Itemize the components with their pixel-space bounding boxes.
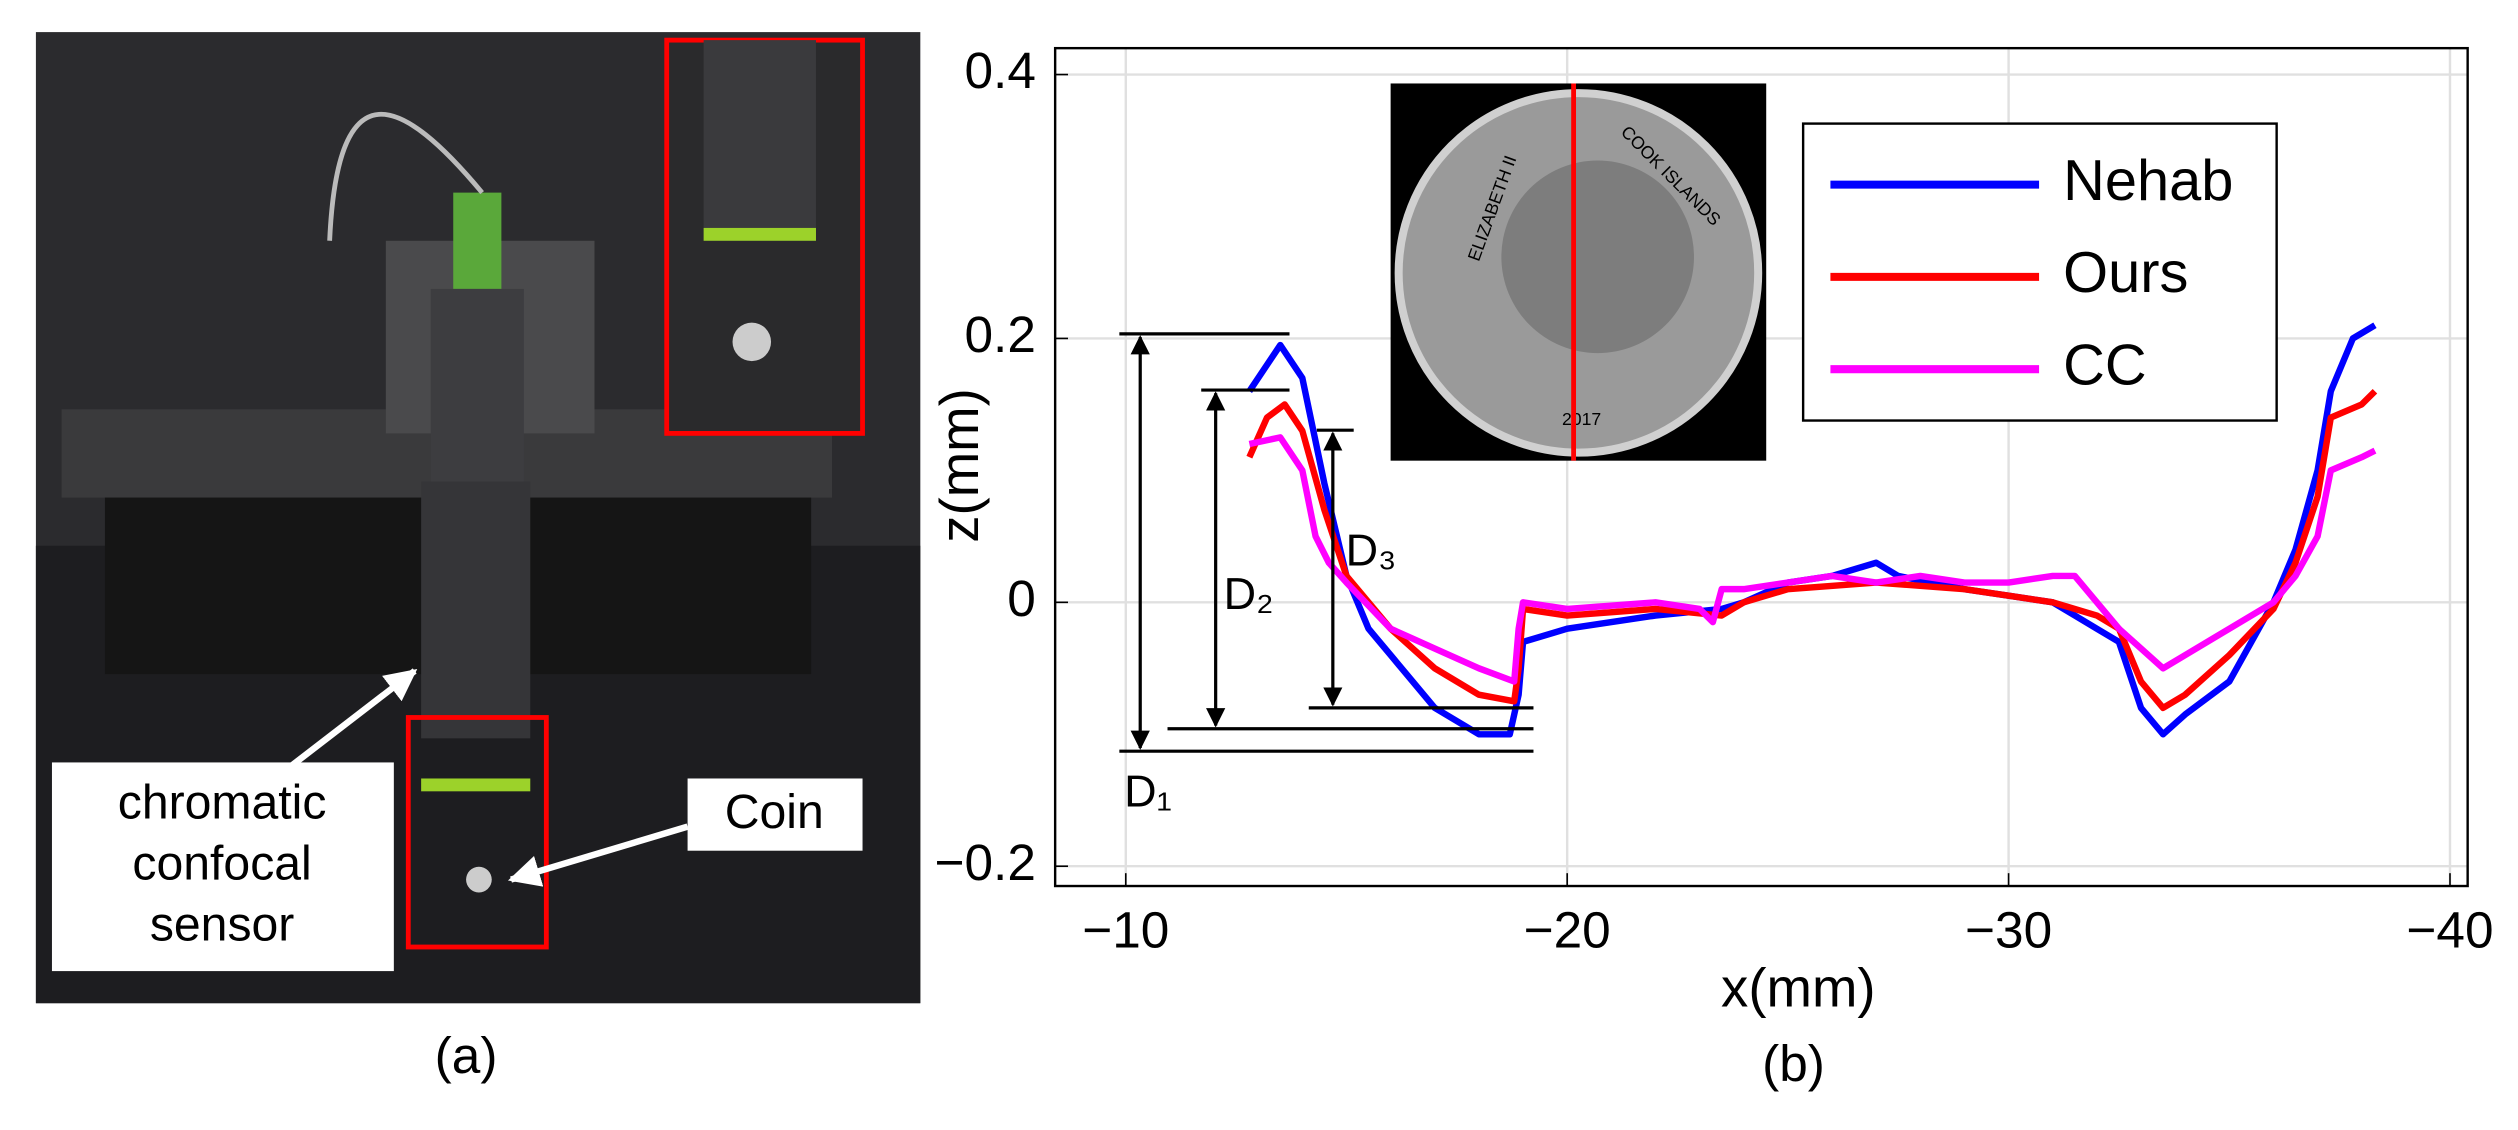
legend-label: CC: [2063, 333, 2146, 397]
y-tick-label: −0.2: [934, 834, 1035, 891]
x-axis-label: x(mm): [1721, 957, 1876, 1018]
caption: (b): [1762, 1035, 1825, 1092]
y-tick-label: 0.2: [964, 306, 1035, 363]
coin-face: [1501, 160, 1694, 354]
inset-text: 2017: [1562, 409, 1601, 429]
sensor-label: confocal: [132, 836, 311, 890]
dimension-label: D₁: [1124, 765, 1172, 816]
y-tick-label: 0.4: [964, 42, 1035, 99]
coin-label: Coin: [725, 785, 824, 839]
data-line: [1246, 388, 2378, 712]
x-tick-label: −20: [1524, 902, 1611, 959]
y-axis-label: z(mm): [929, 388, 990, 543]
x-tick-label: −30: [1965, 902, 2052, 959]
legend-label: Ours: [2063, 241, 2188, 305]
data-line: [1246, 322, 2377, 738]
photo: [35, 32, 921, 1004]
y-tick-label: 0: [1007, 570, 1036, 627]
x-tick-label: −10: [1082, 902, 1169, 959]
data-line: [1248, 434, 2377, 685]
dimension-label: D₂: [1224, 568, 1274, 619]
sensor-label: chromatic: [118, 775, 327, 829]
sensor-label: sensor: [150, 897, 295, 951]
x-tick-label: −40: [2406, 902, 2493, 959]
axes-box: [1053, 46, 2469, 888]
caption: (a): [435, 1027, 498, 1084]
legend-label: Nehab: [2063, 149, 2233, 213]
dimension-label: D₃: [1346, 525, 1397, 576]
